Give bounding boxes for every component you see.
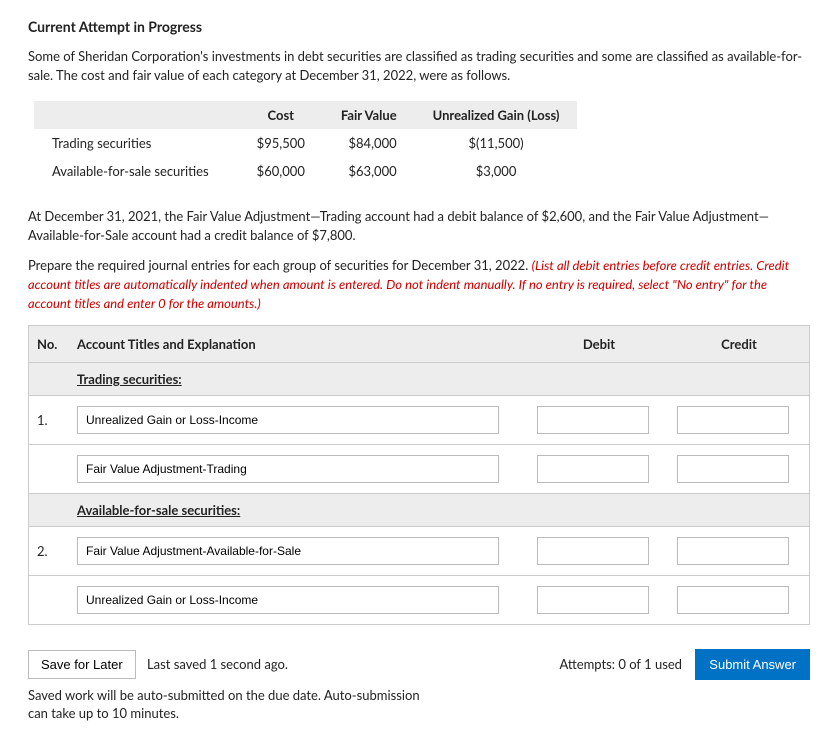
hdr-no: No. bbox=[29, 326, 69, 362]
sub-label-trading: Trading securities: bbox=[69, 363, 809, 395]
th-ugl: Unrealized Gain (Loss) bbox=[415, 101, 578, 129]
cell-ugl: $(11,500) bbox=[415, 129, 578, 157]
paragraph-instructions: Prepare the required journal entries for… bbox=[28, 256, 810, 313]
debit-input[interactable] bbox=[537, 586, 649, 614]
table-row: Trading securities $95,500 $84,000 $(11,… bbox=[34, 129, 577, 157]
th-blank bbox=[34, 101, 239, 129]
entry-row: 1. bbox=[29, 396, 809, 445]
credit-input[interactable] bbox=[677, 406, 789, 434]
footer: Save for Later Last saved 1 second ago. … bbox=[28, 649, 810, 680]
journal-entries-table: No. Account Titles and Explanation Debit… bbox=[28, 325, 810, 625]
autosubmit-note: Saved work will be auto-submitted on the… bbox=[28, 686, 428, 722]
cell-cost: $95,500 bbox=[239, 129, 323, 157]
th-cost: Cost bbox=[239, 101, 323, 129]
save-for-later-button[interactable]: Save for Later bbox=[28, 650, 136, 679]
securities-table: Cost Fair Value Unrealized Gain (Loss) T… bbox=[34, 101, 577, 185]
submit-answer-button[interactable]: Submit Answer bbox=[695, 649, 810, 680]
hdr-debit: Debit bbox=[529, 326, 669, 362]
row-number: 1. bbox=[29, 402, 69, 438]
row-label: Trading securities bbox=[34, 129, 239, 157]
last-saved-text: Last saved 1 second ago. bbox=[147, 656, 288, 672]
row-label: Available-for-sale securities bbox=[34, 157, 239, 185]
subheader-trading: Trading securities: bbox=[29, 363, 809, 396]
row-number: 2. bbox=[29, 533, 69, 569]
account-title-input[interactable] bbox=[77, 455, 499, 483]
cell-ugl: $3,000 bbox=[415, 157, 578, 185]
paragraph-balances: At December 31, 2021, the Fair Value Adj… bbox=[28, 207, 810, 245]
credit-input[interactable] bbox=[677, 586, 789, 614]
table-row: Available-for-sale securities $60,000 $6… bbox=[34, 157, 577, 185]
cell-cost: $60,000 bbox=[239, 157, 323, 185]
debit-input[interactable] bbox=[537, 537, 649, 565]
credit-input[interactable] bbox=[677, 537, 789, 565]
intro-text: Some of Sheridan Corporation's investmen… bbox=[28, 47, 810, 85]
entry-row: 2. bbox=[29, 527, 809, 576]
page-title: Current Attempt in Progress bbox=[28, 18, 810, 35]
debit-input[interactable] bbox=[537, 455, 649, 483]
account-title-input[interactable] bbox=[77, 537, 499, 565]
row-number bbox=[29, 590, 69, 610]
th-fair-value: Fair Value bbox=[323, 101, 415, 129]
instr-lead: Prepare the required journal entries for… bbox=[28, 257, 532, 273]
subheader-afs: Available-for-sale securities: bbox=[29, 494, 809, 527]
cell-fv: $63,000 bbox=[323, 157, 415, 185]
account-title-input[interactable] bbox=[77, 406, 499, 434]
sub-label-afs: Available-for-sale securities: bbox=[69, 494, 809, 526]
debit-input[interactable] bbox=[537, 406, 649, 434]
hdr-credit: Credit bbox=[669, 326, 809, 362]
row-number bbox=[29, 459, 69, 479]
credit-input[interactable] bbox=[677, 455, 789, 483]
hdr-account: Account Titles and Explanation bbox=[69, 326, 529, 362]
attempts-text: Attempts: 0 of 1 used bbox=[559, 656, 682, 672]
cell-fv: $84,000 bbox=[323, 129, 415, 157]
entry-row bbox=[29, 576, 809, 625]
account-title-input[interactable] bbox=[77, 586, 499, 614]
entries-header: No. Account Titles and Explanation Debit… bbox=[29, 326, 809, 363]
entry-row bbox=[29, 445, 809, 494]
